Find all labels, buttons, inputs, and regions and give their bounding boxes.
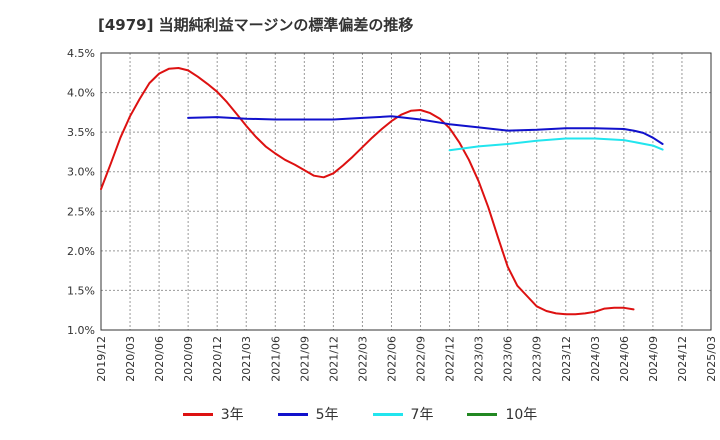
x-tick-label: 2023/03: [473, 336, 486, 382]
series-lines: [100, 67, 664, 316]
y-tick-label: 3.5%: [67, 126, 95, 139]
x-tick-label: 2022/12: [444, 336, 457, 382]
y-tick-label: 4.0%: [67, 87, 95, 100]
axes: [100, 52, 712, 331]
y-tick-label: 2.5%: [67, 205, 95, 218]
series-line-7年: [448, 137, 664, 152]
y-tick-label: 4.5%: [67, 47, 95, 60]
y-tick-label: 1.5%: [67, 284, 95, 297]
grid: [100, 52, 712, 331]
legend-label: 7年: [410, 407, 434, 423]
x-tick-label: 2022/06: [385, 336, 398, 382]
y-tick-label: 3.0%: [67, 166, 95, 179]
x-tick-label: 2022/09: [415, 336, 428, 382]
x-tick-label: 2021/12: [327, 336, 340, 382]
legend-item: 5年: [277, 404, 339, 424]
x-tick-label: 2023/06: [502, 336, 515, 382]
legend-swatch: [372, 412, 403, 416]
x-tick-label: 2020/12: [211, 336, 224, 382]
x-axis-tick-labels: 2019/12 2020/03 2020/06 2020/09 2020/12 2021/…: [95, 336, 718, 382]
x-tick-label: 2024/09: [647, 336, 660, 382]
x-tick-label: 2019/12: [95, 336, 108, 382]
plot-frame: [100, 52, 712, 331]
series-line-5年: [187, 115, 664, 145]
x-tick-label: 2021/09: [298, 336, 311, 382]
x-tick-label: 2021/03: [240, 336, 253, 382]
y-tick-label: 2.0%: [67, 245, 95, 258]
x-tick-label: 2023/09: [531, 336, 544, 382]
legend-item: 10年: [467, 404, 537, 424]
y-tick-label: 1.0%: [67, 324, 95, 337]
x-tick-label: 2024/06: [618, 336, 631, 382]
legend: 3年 5年 7年 10年: [0, 404, 720, 424]
x-tick-label: 2024/03: [589, 336, 602, 382]
legend-label: 3年: [220, 407, 244, 423]
x-tick-label: 2024/12: [676, 336, 689, 382]
legend-item: 7年: [372, 404, 434, 424]
x-tick-label: 2020/03: [124, 336, 137, 382]
x-tick-label: 2020/06: [153, 336, 166, 382]
legend-label: 10年: [505, 407, 538, 423]
legend-swatch: [277, 412, 308, 416]
x-tick-label: 2020/09: [182, 336, 195, 382]
x-tick-label: 2022/03: [356, 336, 369, 382]
x-tick-label: 2021/06: [269, 336, 282, 382]
legend-item: 3年: [182, 404, 244, 424]
x-tick-label: 2025/03: [705, 336, 718, 382]
legend-label: 5年: [315, 407, 339, 423]
legend-swatch: [182, 412, 213, 416]
series-line-3年: [100, 67, 635, 316]
chart-title: [4979] 当期純利益マージンの標準偏差の推移: [98, 16, 414, 34]
y-axis-tick-labels: 4.5% 4.0% 3.5% 3.0% 2.5% 2.0% 1.5% 1.0%: [67, 47, 95, 337]
x-tick-label: 2023/12: [560, 336, 573, 382]
legend-swatch: [467, 412, 498, 416]
